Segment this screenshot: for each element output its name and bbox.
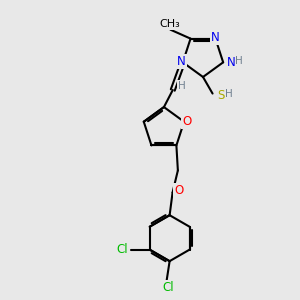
Text: Cl: Cl <box>162 281 174 294</box>
Text: S: S <box>217 88 224 101</box>
Text: H: H <box>235 56 242 66</box>
Text: N: N <box>227 56 236 69</box>
Text: CH₃: CH₃ <box>159 19 180 29</box>
Text: O: O <box>182 115 192 128</box>
Text: N: N <box>177 55 186 68</box>
Text: Cl: Cl <box>116 243 127 256</box>
Text: N: N <box>211 31 220 44</box>
Text: H: H <box>178 81 185 91</box>
Text: H: H <box>225 89 232 99</box>
Text: O: O <box>174 184 184 197</box>
